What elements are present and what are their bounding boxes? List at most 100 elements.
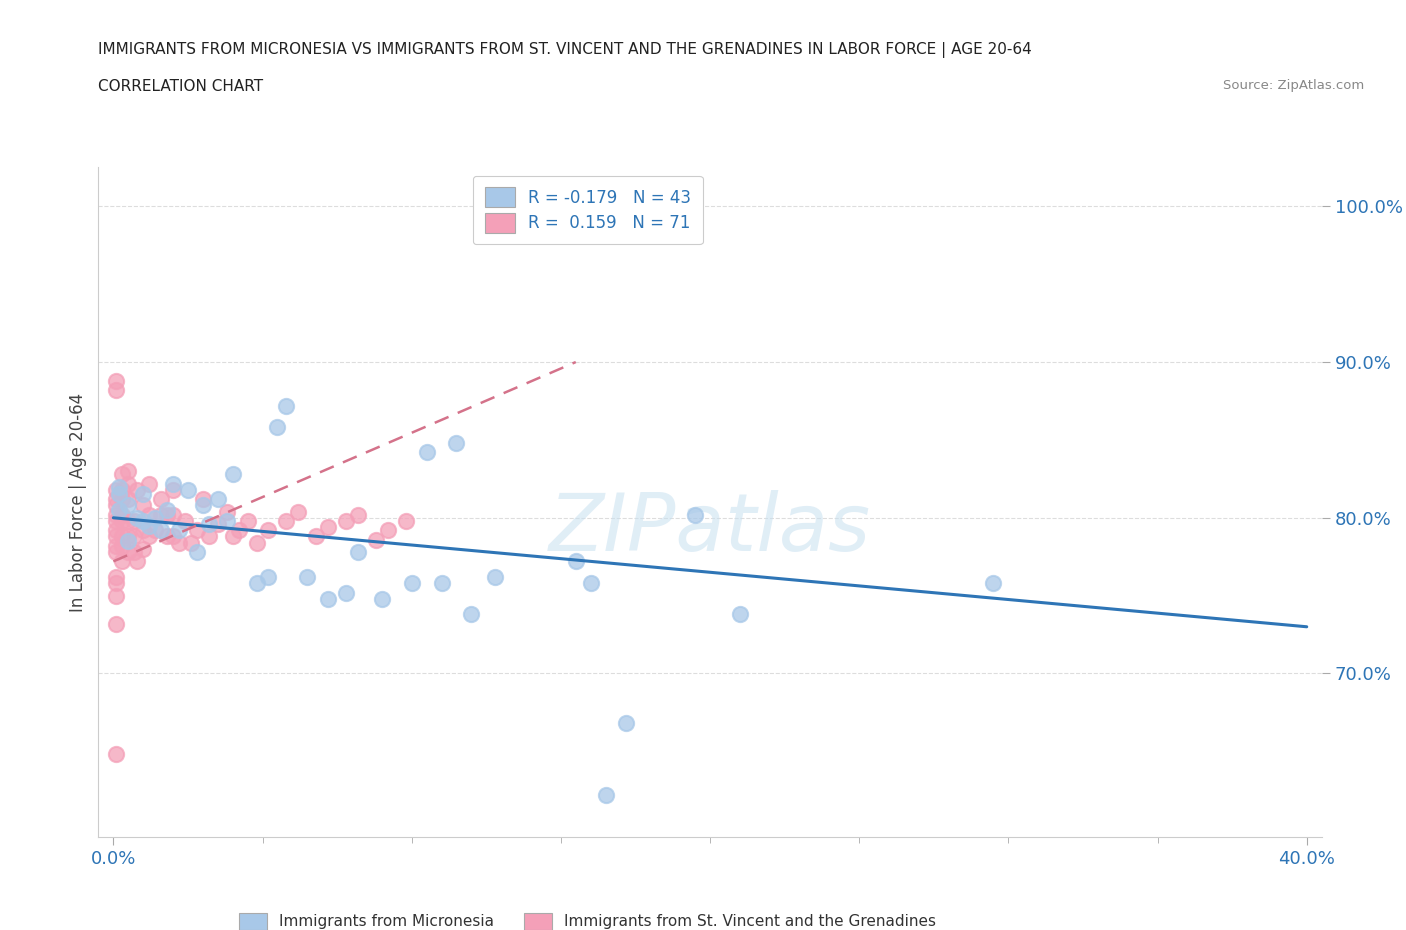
- Point: [316, 591, 339, 606]
- Text: Source: ZipAtlas.com: Source: ZipAtlas.com: [1223, 79, 1364, 92]
- Point: [127, 483, 149, 498]
- Point: [122, 513, 145, 528]
- Point: [138, 476, 160, 491]
- Point: [484, 569, 506, 584]
- Legend: Immigrants from Micronesia, Immigrants from St. Vincent and the Grenadines: Immigrants from Micronesia, Immigrants f…: [232, 905, 943, 930]
- Point: [105, 513, 128, 528]
- Point: [215, 513, 238, 528]
- Point: [364, 532, 387, 547]
- Point: [236, 513, 259, 528]
- Point: [186, 545, 208, 560]
- Point: [105, 483, 128, 498]
- Point: [156, 502, 179, 517]
- Point: [595, 788, 617, 803]
- Point: [108, 502, 131, 517]
- Point: [111, 538, 134, 553]
- Point: [983, 576, 1005, 591]
- Point: [395, 513, 418, 528]
- Point: [371, 591, 394, 606]
- Point: [138, 529, 160, 544]
- Point: [117, 529, 139, 544]
- Point: [105, 747, 128, 762]
- Point: [415, 445, 437, 459]
- Point: [122, 529, 145, 544]
- Point: [143, 511, 166, 525]
- Point: [245, 536, 267, 551]
- Point: [143, 523, 166, 538]
- Point: [347, 507, 370, 522]
- Point: [276, 398, 298, 413]
- Point: [117, 534, 139, 549]
- Point: [167, 523, 190, 538]
- Point: [156, 507, 179, 522]
- Point: [138, 518, 160, 533]
- Point: [105, 617, 128, 631]
- Point: [335, 585, 357, 600]
- Point: [132, 541, 155, 556]
- Point: [105, 373, 128, 388]
- Point: [616, 716, 638, 731]
- Point: [180, 536, 202, 551]
- Point: [162, 507, 184, 522]
- Point: [221, 467, 243, 482]
- Point: [162, 529, 184, 544]
- Point: [683, 507, 706, 522]
- Point: [105, 576, 128, 591]
- Point: [117, 476, 139, 491]
- Point: [127, 511, 149, 525]
- Point: [276, 513, 298, 528]
- Point: [347, 545, 370, 560]
- Point: [132, 513, 155, 528]
- Point: [150, 507, 173, 522]
- Point: [105, 588, 128, 603]
- Text: CORRELATION CHART: CORRELATION CHART: [98, 79, 263, 94]
- Point: [186, 523, 208, 538]
- Point: [105, 507, 128, 522]
- Point: [177, 483, 200, 498]
- Point: [108, 479, 131, 494]
- Point: [122, 545, 145, 560]
- Point: [111, 483, 134, 498]
- Point: [198, 516, 221, 531]
- Point: [579, 576, 602, 591]
- Point: [150, 492, 173, 507]
- Point: [117, 513, 139, 528]
- Point: [156, 529, 179, 544]
- Point: [316, 520, 339, 535]
- Point: [401, 576, 423, 591]
- Point: [174, 513, 197, 528]
- Point: [111, 492, 134, 507]
- Y-axis label: In Labor Force | Age 20-64: In Labor Force | Age 20-64: [69, 392, 87, 612]
- Point: [111, 467, 134, 482]
- Point: [111, 554, 134, 569]
- Point: [108, 487, 131, 502]
- Point: [132, 487, 155, 502]
- Point: [105, 523, 128, 538]
- Point: [105, 498, 128, 512]
- Point: [228, 523, 250, 538]
- Point: [162, 476, 184, 491]
- Point: [117, 492, 139, 507]
- Point: [287, 504, 309, 519]
- Point: [111, 507, 134, 522]
- Point: [460, 607, 482, 622]
- Point: [117, 545, 139, 560]
- Point: [207, 492, 229, 507]
- Point: [132, 523, 155, 538]
- Point: [215, 504, 238, 519]
- Point: [162, 483, 184, 498]
- Point: [117, 498, 139, 512]
- Point: [105, 492, 128, 507]
- Point: [191, 498, 214, 512]
- Point: [335, 513, 357, 528]
- Point: [245, 576, 267, 591]
- Point: [565, 554, 588, 569]
- Point: [221, 529, 243, 544]
- Point: [127, 554, 149, 569]
- Point: [132, 498, 155, 512]
- Point: [117, 464, 139, 479]
- Point: [446, 435, 468, 450]
- Point: [257, 569, 280, 584]
- Text: IMMIGRANTS FROM MICRONESIA VS IMMIGRANTS FROM ST. VINCENT AND THE GRENADINES IN : IMMIGRANTS FROM MICRONESIA VS IMMIGRANTS…: [98, 42, 1032, 58]
- Point: [305, 529, 328, 544]
